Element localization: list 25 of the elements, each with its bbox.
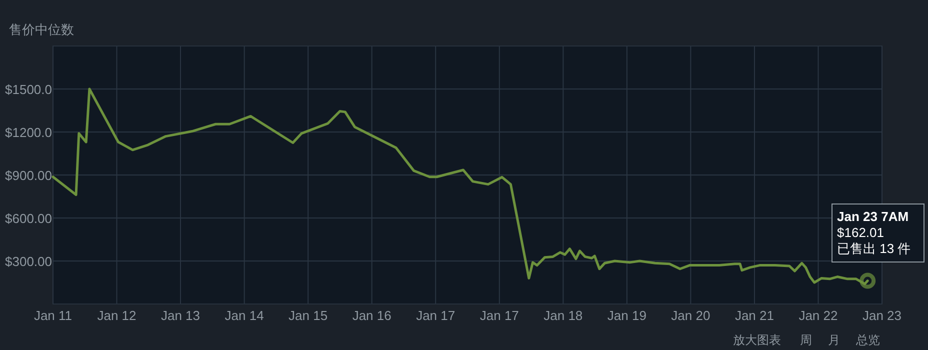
x-tick-label: Jan 20 (671, 308, 710, 323)
x-tick-label: Jan 18 (544, 308, 583, 323)
x-tick-label: Jan 22 (798, 308, 838, 323)
y-tick-label: $1500.0 (5, 82, 52, 97)
text: 总览 (855, 333, 880, 347)
x-tick-label: Jan 17 (416, 308, 456, 323)
x-tick-label: Jan 13 (160, 308, 200, 323)
chart-title: 售价中位数 (9, 22, 74, 37)
y-tick-label: $900.00 (5, 168, 52, 183)
text: 周 (800, 333, 812, 347)
y-tick-label: $1200.0 (5, 125, 52, 140)
y-tick-label: $600.00 (5, 211, 52, 226)
x-tick-label: Jan 19 (607, 308, 646, 323)
x-tick-label: Jan 21 (734, 308, 774, 323)
x-tick-label: Jan 16 (352, 308, 392, 323)
x-tick-label: Jan 17 (480, 308, 519, 323)
x-tick-label: Jan 11 (34, 308, 72, 323)
x-tick-label: Jan 23 (862, 308, 902, 323)
x-tick-label: Jan 15 (288, 308, 328, 323)
y-tick-label: $300.00 (5, 254, 52, 269)
text: 放大图表 (733, 333, 781, 347)
x-tick-label: Jan 14 (224, 308, 264, 323)
annotation: Jan 23 7AM $162.01 已售出 13 件 (837, 209, 911, 256)
text: 月 (828, 333, 840, 347)
x-tick-label: Jan 12 (97, 308, 136, 323)
